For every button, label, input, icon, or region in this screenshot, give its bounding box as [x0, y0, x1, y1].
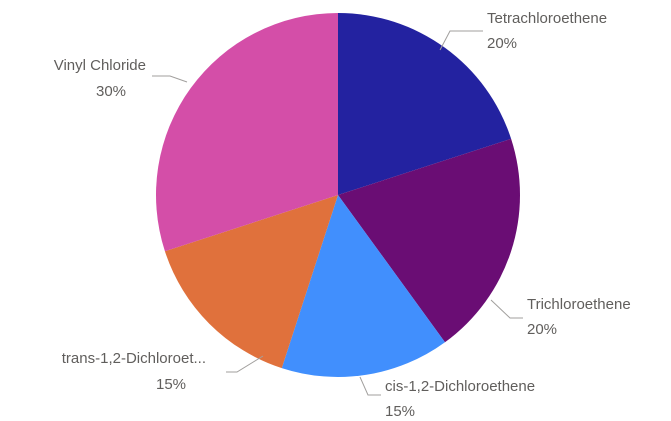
slice-percent-label: 15% [156, 376, 186, 393]
slice-percent-label: 30% [96, 83, 126, 100]
slice-labels: Tetrachloroethene 20% Trichloroethene 20% ci… [54, 10, 631, 420]
leader-line-trichloroethene [490, 299, 523, 319]
slice-name-label: Tetrachloroethene [487, 10, 607, 27]
pie-slice-trans-1-2-dichloroethene[interactable] [164, 195, 338, 369]
slice-name-label: Vinyl Chloride [54, 57, 146, 74]
pie-slice-cis-1-2-dichloroethene[interactable] [281, 195, 445, 377]
slice-percent-label: 20% [487, 35, 517, 52]
pie-slice-trichloroethene[interactable] [338, 138, 520, 343]
leader-line-tetrachloroethene [439, 30, 483, 51]
pie-slice-vinyl-chloride[interactable] [156, 13, 338, 252]
slice-name-label: Trichloroethene [527, 296, 631, 313]
leader-line-vinyl-chloride [152, 75, 188, 83]
slice-name-label: trans-1,2-Dichloroet... [62, 350, 206, 367]
pie-slice-tetrachloroethene[interactable] [338, 13, 512, 195]
slice-percent-label: 15% [385, 403, 415, 420]
leader-line-trans-1-2-dichloroethene [226, 355, 264, 373]
leader-lines [152, 30, 523, 396]
slice-name-label: cis-1,2-Dichloroethene [385, 378, 535, 395]
leader-line-cis-1-2-dichloroethene [359, 376, 381, 396]
pie-slices [156, 13, 520, 377]
slice-percent-label: 20% [527, 321, 557, 338]
